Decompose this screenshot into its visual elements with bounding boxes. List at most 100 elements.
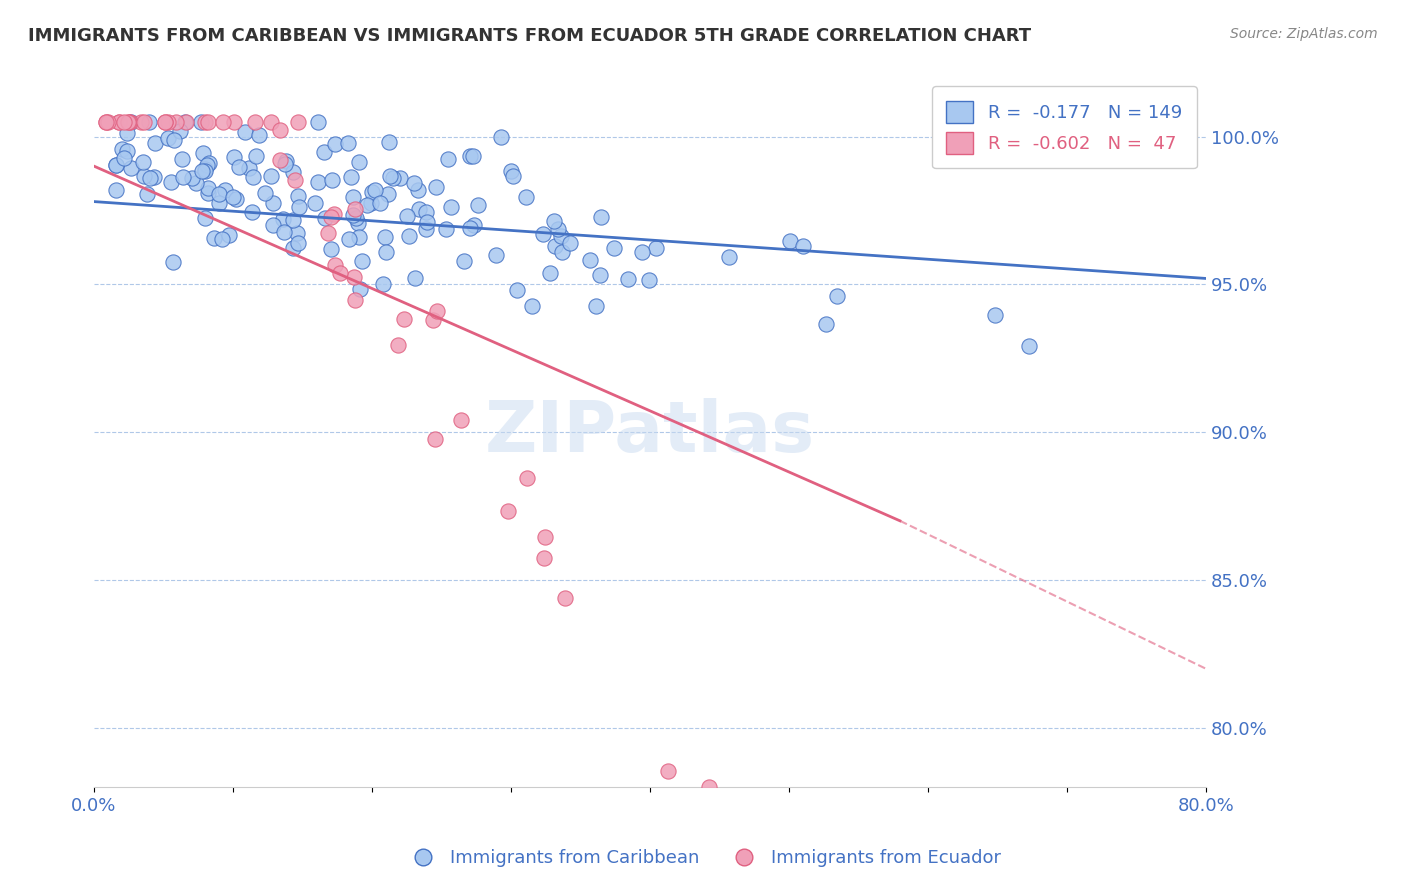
Point (360, 196, 382, 211)
Point (269, 153, 291, 168)
Point (825, 289, 848, 303)
Point (453, 254, 475, 268)
Point (515, 190, 537, 204)
Point (314, 211, 336, 226)
Point (118, 115, 141, 129)
Point (218, 227, 240, 242)
Point (197, 186, 219, 201)
Text: ZIPatlas: ZIPatlas (485, 398, 815, 467)
Point (233, 125, 256, 139)
Point (191, 145, 214, 160)
Point (202, 231, 225, 245)
Point (143, 136, 166, 150)
Point (533, 551, 555, 566)
Point (551, 244, 574, 259)
Point (329, 266, 352, 280)
Point (450, 413, 472, 427)
Point (163, 133, 186, 147)
Point (197, 115, 219, 129)
Point (245, 149, 267, 163)
Point (377, 186, 399, 201)
Point (242, 169, 264, 184)
Point (120, 115, 142, 129)
Point (260, 169, 283, 183)
Point (170, 153, 193, 167)
Point (321, 172, 343, 186)
Point (337, 136, 360, 150)
Point (342, 189, 364, 203)
Point (1018, 339, 1040, 353)
Point (105, 157, 128, 171)
Point (191, 164, 214, 178)
Point (157, 115, 180, 129)
Point (139, 170, 162, 185)
Point (287, 188, 309, 202)
Point (222, 151, 245, 165)
Point (485, 248, 508, 262)
Point (120, 161, 142, 175)
Point (343, 293, 366, 307)
Point (262, 219, 284, 233)
Point (194, 161, 217, 176)
Point (247, 128, 270, 142)
Point (194, 211, 217, 226)
Point (94, 115, 117, 129)
Point (307, 175, 329, 189)
Point (104, 183, 127, 197)
Point (534, 530, 557, 544)
Point (516, 471, 538, 485)
Point (467, 198, 489, 212)
Point (406, 183, 429, 197)
Point (284, 173, 307, 187)
Point (616, 272, 638, 286)
Point (779, 234, 801, 248)
Point (143, 170, 166, 185)
Point (697, 780, 720, 794)
Point (114, 152, 136, 166)
Point (404, 271, 426, 285)
Point (181, 171, 204, 186)
Point (312, 145, 335, 160)
Point (273, 225, 295, 239)
Point (197, 181, 219, 195)
Point (323, 258, 346, 272)
Point (260, 115, 283, 129)
Point (131, 154, 153, 169)
Point (337, 232, 360, 246)
Point (322, 206, 344, 220)
Point (287, 115, 309, 129)
Point (319, 210, 342, 224)
Point (225, 192, 247, 206)
Point (162, 255, 184, 269)
Point (211, 232, 233, 246)
Point (173, 115, 195, 129)
Point (97, 115, 120, 129)
Text: Source: ZipAtlas.com: Source: ZipAtlas.com (1230, 27, 1378, 41)
Point (160, 176, 183, 190)
Point (129, 115, 152, 129)
Point (350, 253, 373, 268)
Point (274, 157, 297, 171)
Point (117, 144, 139, 158)
Point (238, 161, 260, 175)
Point (96, 115, 118, 129)
Point (228, 161, 250, 175)
Point (208, 187, 231, 202)
Point (172, 170, 194, 185)
Point (415, 222, 437, 236)
Point (631, 245, 654, 260)
Point (637, 272, 659, 286)
Point (491, 130, 513, 145)
Point (792, 239, 814, 253)
Point (645, 241, 668, 255)
Point (118, 115, 141, 129)
Point (426, 304, 449, 318)
Point (174, 115, 197, 129)
Point (117, 115, 139, 129)
Point (262, 196, 284, 211)
Legend: Immigrants from Caribbean, Immigrants from Ecuador: Immigrants from Caribbean, Immigrants fr… (398, 842, 1008, 874)
Point (718, 250, 741, 264)
Point (342, 208, 364, 222)
Point (463, 149, 485, 163)
Point (198, 156, 221, 170)
